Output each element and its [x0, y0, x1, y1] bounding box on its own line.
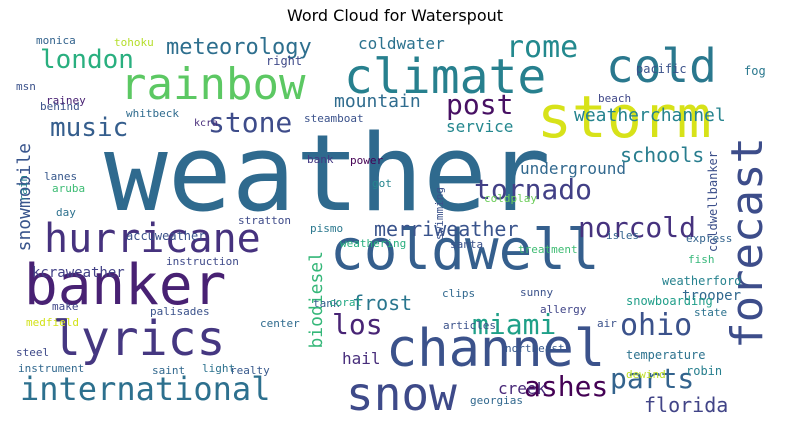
word: sunny [520, 286, 554, 299]
word: hurricane [44, 216, 261, 262]
word: snow [346, 367, 457, 418]
word: weathering [340, 237, 407, 250]
word: accuweather [126, 229, 206, 243]
word: hail [342, 349, 381, 368]
word: ashes [524, 370, 609, 403]
word: saint [152, 364, 186, 377]
figure-title: Word Cloud for Waterspout [286, 6, 504, 25]
word: got [372, 177, 392, 190]
word: meteorology [166, 35, 312, 60]
word: medfield [26, 316, 79, 329]
word: georgias [470, 394, 523, 407]
word: swimming [433, 187, 446, 240]
word: rome [506, 33, 579, 65]
word: weatherford [662, 274, 742, 288]
word: northeast [505, 342, 565, 355]
word: rainbow [120, 59, 306, 110]
word: coldplay [484, 192, 537, 205]
word: underground [520, 159, 626, 178]
word: kcraweather [32, 265, 125, 281]
word: rain [17, 175, 30, 202]
word: clips [442, 287, 476, 300]
word: music [50, 113, 129, 143]
word: monica [36, 34, 76, 47]
word: instruction [166, 255, 239, 268]
word: fog [744, 64, 766, 78]
word: creek [498, 379, 547, 398]
word: storm [537, 83, 712, 151]
word: london [40, 45, 134, 75]
word: pacific [636, 62, 687, 76]
word: rainey [46, 94, 86, 107]
word: stone [208, 106, 293, 139]
word: weatherchannel [574, 105, 726, 126]
word: climate [344, 49, 547, 105]
word: kcra [194, 118, 219, 129]
word: dewind [626, 368, 666, 381]
word: palisades [150, 305, 210, 318]
word: snowboarding [626, 294, 713, 308]
word: mountain [334, 91, 421, 112]
word: allergy [540, 303, 587, 316]
word: tank [313, 297, 340, 310]
word: merriweather [374, 217, 519, 241]
word: post [446, 88, 514, 121]
word: articles [443, 319, 496, 332]
word: msn [16, 80, 36, 93]
word: trooper [682, 288, 742, 304]
word: right [266, 54, 303, 68]
word: lanes [44, 170, 78, 183]
word: make [52, 300, 79, 313]
word: pismo [310, 222, 344, 235]
word: tornado [474, 173, 593, 206]
word: weather [104, 112, 551, 235]
word: realty [230, 364, 270, 377]
word: stratton [238, 214, 291, 227]
word: los [332, 308, 383, 341]
word: bank [307, 153, 334, 166]
word: treatment [518, 243, 578, 256]
word: banker [24, 253, 227, 318]
word: miami [472, 308, 557, 341]
word: frost [352, 291, 413, 315]
word: temperature [626, 348, 706, 362]
word: beach [598, 92, 632, 105]
word: cold [606, 39, 717, 93]
word: forecast [722, 137, 773, 349]
word: coldwell [330, 218, 600, 283]
word: international [20, 370, 271, 408]
word: air [597, 317, 617, 330]
word: channel [386, 319, 606, 379]
word: state [694, 306, 728, 319]
word: coral [329, 296, 363, 309]
word: coldwater [358, 34, 445, 53]
word: santa [450, 238, 484, 251]
word: lyrics [52, 311, 226, 367]
word: ohio [620, 308, 693, 343]
word: center [260, 317, 300, 330]
word: express [686, 232, 733, 245]
word: behind [40, 100, 80, 113]
word: isles [606, 229, 640, 242]
word-cloud: weather banker coldwell storm climate ra… [12, 33, 776, 418]
word: steamboat [304, 112, 364, 125]
word: parts [610, 362, 695, 395]
word: steel [16, 346, 50, 359]
word: schools [620, 143, 705, 167]
word: robin [686, 364, 723, 378]
word: day [56, 206, 76, 219]
word: aruba [52, 182, 86, 195]
word: instrument [18, 362, 85, 375]
word: whitbeck [126, 107, 179, 120]
word: florida [644, 393, 729, 417]
word: service [446, 117, 514, 136]
word: light [202, 362, 236, 375]
word: fish [688, 253, 715, 266]
word: power [350, 154, 384, 167]
word: norcold [578, 211, 697, 244]
word: tohoku [114, 36, 154, 49]
